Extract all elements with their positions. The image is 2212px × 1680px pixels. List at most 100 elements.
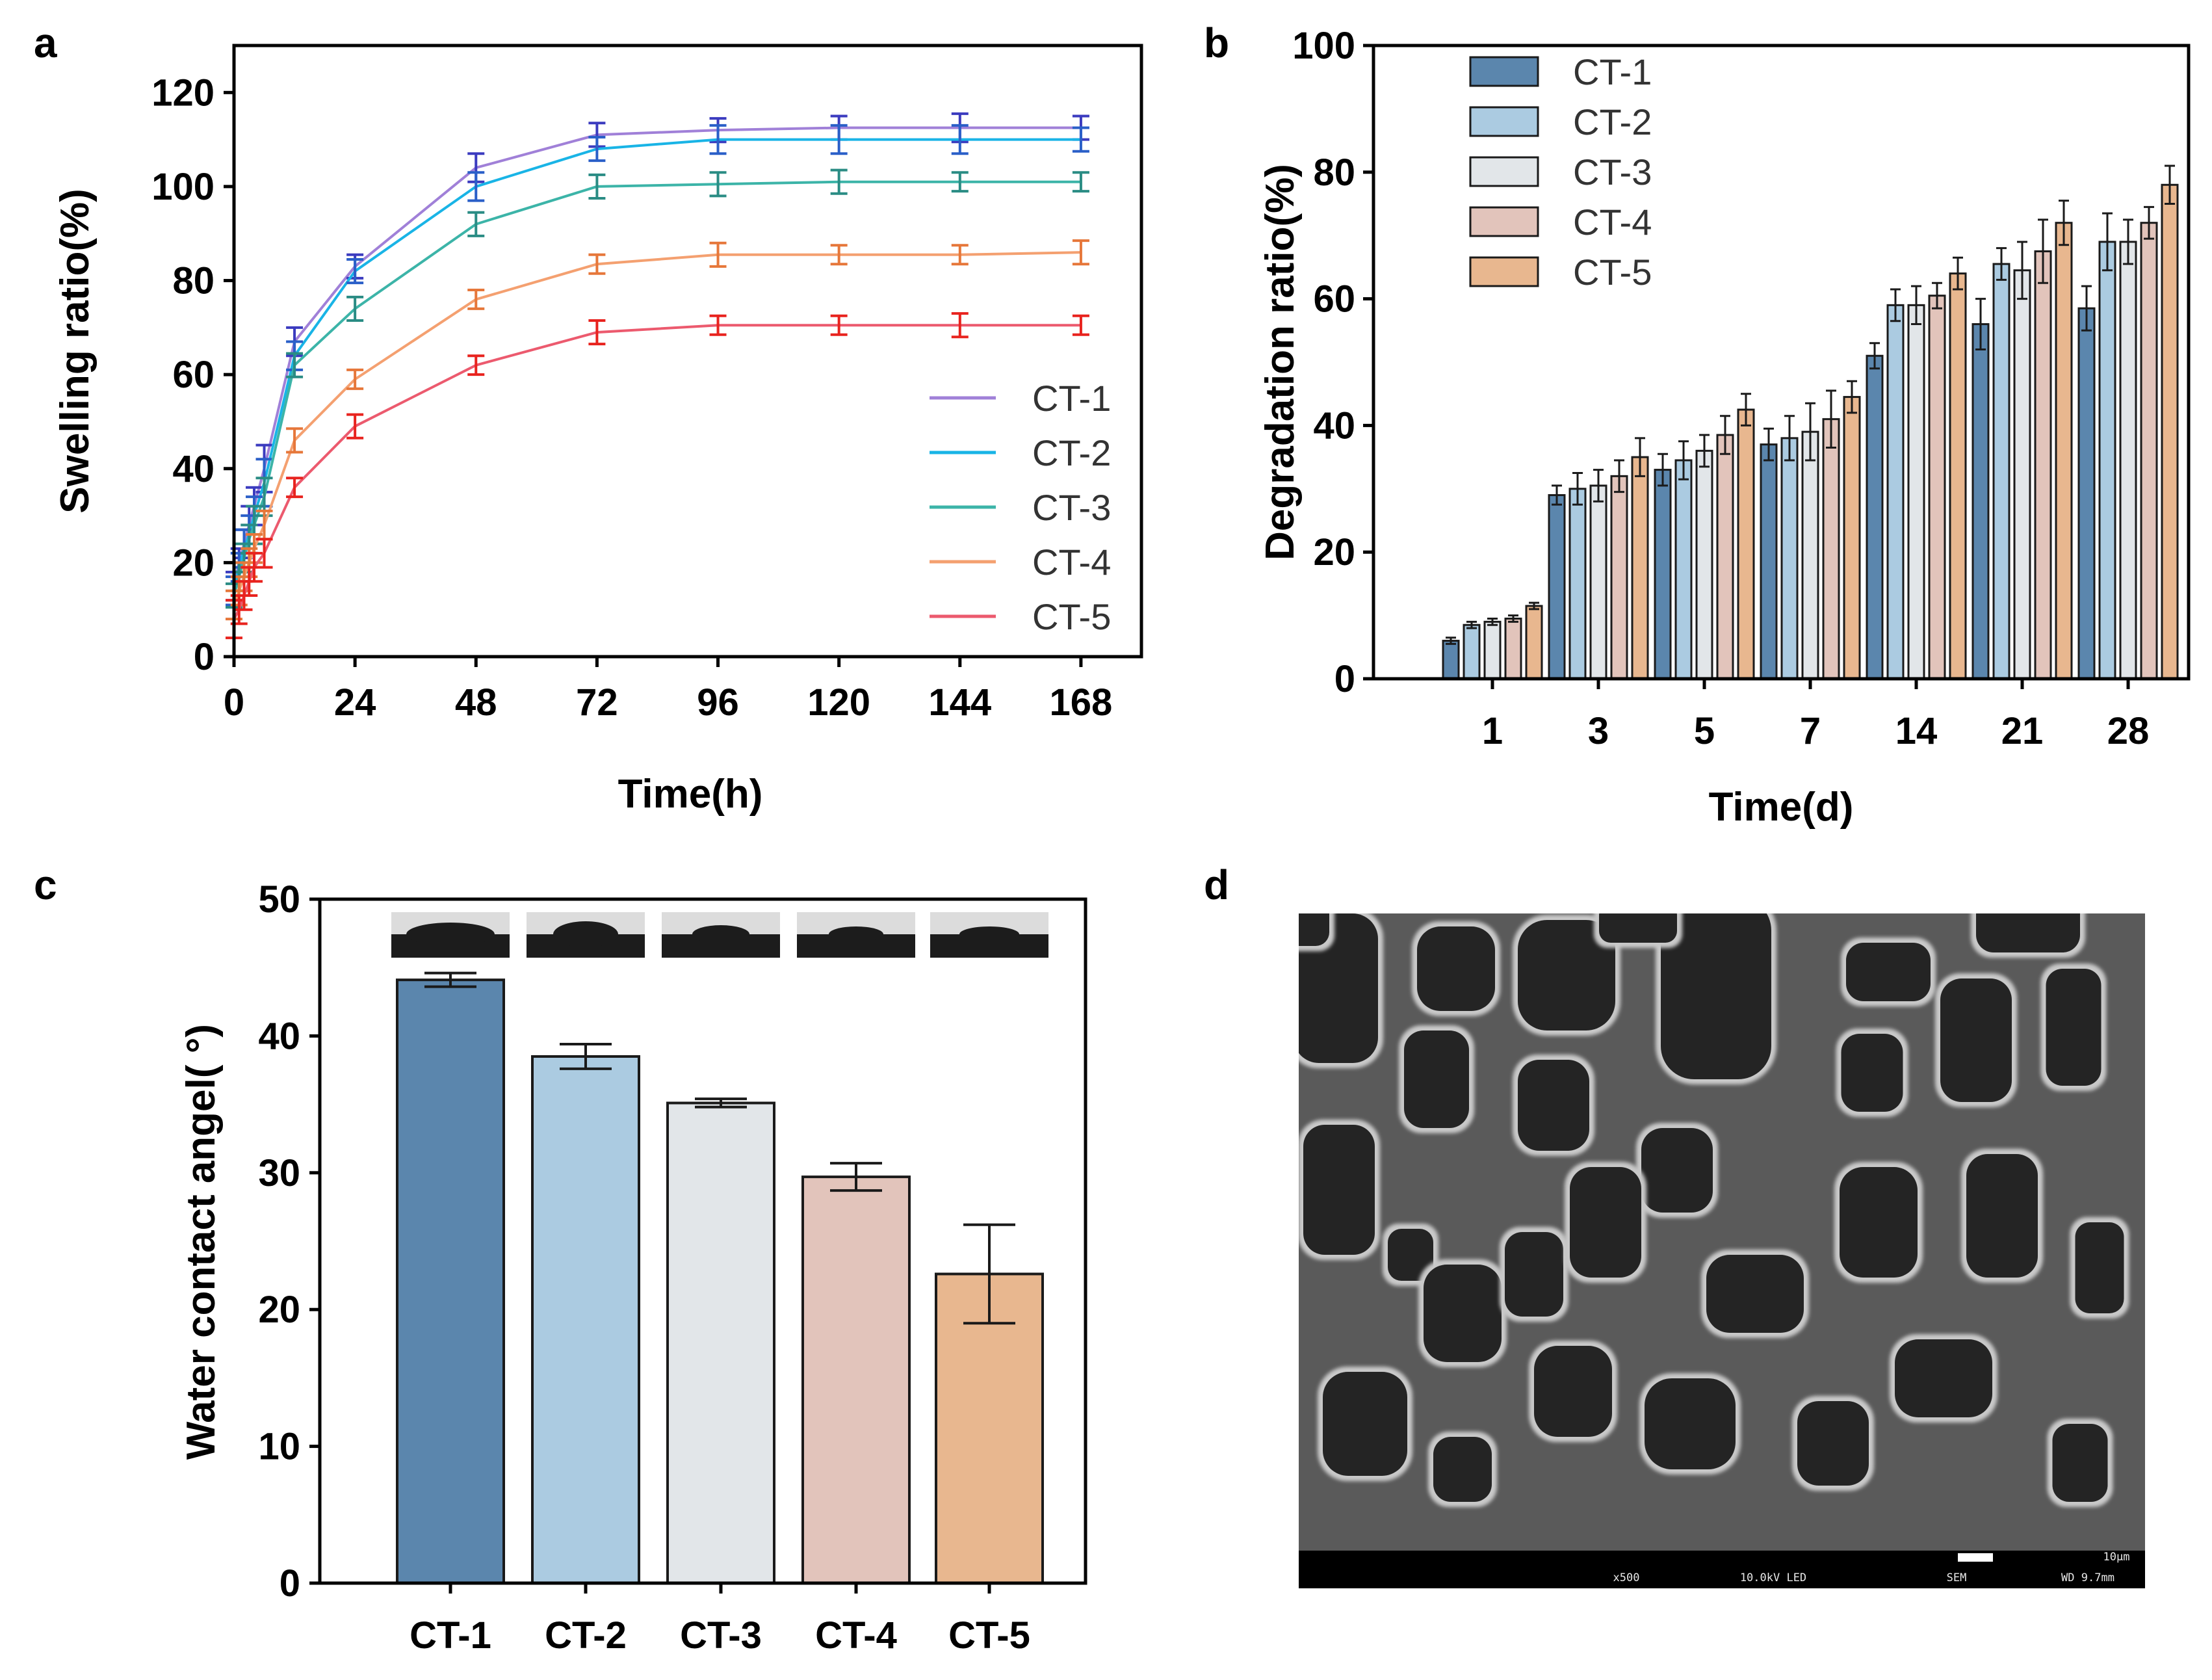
bar-ct-1 — [1654, 469, 1672, 680]
error-bar — [1508, 614, 1518, 623]
bar-ct-2 — [1463, 623, 1481, 680]
legend-swatch-ct-4 — [1469, 206, 1539, 237]
pore — [1966, 1154, 2038, 1278]
pore — [1940, 978, 2012, 1102]
error-bar — [2102, 212, 2113, 272]
error-bar — [1932, 282, 1942, 309]
degradation-x-title: Time(d) — [1709, 785, 1854, 830]
pore — [1661, 913, 1771, 1079]
pore — [1388, 1229, 1433, 1281]
bar-ct-2 — [1674, 459, 1693, 680]
contact-angle-chart: 0 10 20 30 40 50 CT-1 CT-2 CT-3 CT-4 CT-5 Water co… — [179, 878, 1087, 1657]
x-tick-label: 96 — [697, 681, 739, 724]
panel-label-b: b — [1204, 20, 1229, 66]
error-bar — [286, 352, 304, 378]
x-tick-label: 1 — [1482, 710, 1503, 752]
swelling-x-title: Time(h) — [618, 772, 763, 817]
error-bar — [1826, 389, 1836, 449]
bar-ct-1 — [1442, 640, 1460, 680]
error-bar — [1741, 393, 1751, 427]
x-tick-label: 48 — [455, 681, 497, 724]
error-bar — [1072, 239, 1089, 266]
pore — [1846, 943, 1931, 1001]
error-bar — [1678, 440, 1689, 480]
error-bar — [1529, 601, 1539, 610]
contact-angle-axes-frame — [318, 897, 1087, 1585]
y-tick-label: 10 — [258, 1426, 300, 1468]
bar-ct-5 — [1843, 396, 1861, 680]
legend-label: CT-3 — [1032, 487, 1111, 528]
error-bar — [467, 354, 485, 376]
error-bar — [1890, 288, 1901, 322]
error-bar — [346, 258, 364, 285]
bar-ct-2 — [1780, 437, 1799, 680]
bar-ct-1 — [2077, 307, 2096, 680]
panel-label-c: c — [34, 861, 57, 908]
bar-ct-3 — [1483, 620, 1502, 680]
degradation-y-title: Degradation ratio(%) — [1258, 164, 1303, 560]
error-bar — [2081, 285, 2092, 332]
bar-ct-4 — [1928, 295, 1946, 680]
error-bar — [2059, 200, 2069, 246]
pore — [1518, 920, 1615, 1030]
swelling-y-title: Swelling ratio(%) — [53, 189, 98, 513]
panel-label-a: a — [34, 20, 57, 66]
bar-ct-4 — [1610, 475, 1628, 680]
bar-ct-2 — [1886, 304, 1905, 680]
bar-ct-4 — [2034, 250, 2052, 680]
x-tick-label: CT-1 — [410, 1614, 491, 1657]
error-bar — [695, 1097, 747, 1109]
pore — [1840, 1167, 1918, 1278]
contact-angle-y-title: Water contact angel( °) — [179, 1024, 224, 1460]
bar-ct-3 — [1907, 304, 1925, 680]
error-bar — [286, 427, 304, 454]
error-bar — [2017, 241, 2027, 300]
error-bar — [286, 477, 304, 499]
error-bar — [1996, 247, 2007, 281]
error-bar — [1869, 342, 1880, 370]
error-bar — [1720, 415, 1730, 455]
y-tick-label: 50 — [258, 878, 300, 921]
error-bar — [246, 551, 263, 583]
pore — [1841, 1034, 1903, 1112]
sem-wd: WD 9.7mm — [2061, 1571, 2114, 1584]
degradation-axes-frame — [1372, 44, 2191, 681]
error-bar — [709, 124, 727, 155]
x-tick-label: CT-3 — [680, 1614, 762, 1657]
error-bar — [1699, 434, 1710, 468]
error-bar — [951, 171, 969, 193]
x-tick-label: 5 — [1694, 710, 1715, 752]
pore — [2052, 1424, 2108, 1502]
pore — [1645, 1378, 1736, 1469]
error-bar — [588, 319, 606, 346]
pore — [1417, 926, 1495, 1011]
x-tick-label: 21 — [2001, 710, 2044, 752]
pore — [1424, 1265, 1502, 1362]
error-bar — [588, 173, 606, 200]
bar-ct-3 — [1801, 430, 1819, 680]
error-bar — [1072, 126, 1089, 153]
series-line-ct-1 — [233, 126, 1081, 586]
bar-ct-1 — [1760, 443, 1778, 680]
error-bar — [2123, 218, 2133, 265]
pore — [1299, 913, 1329, 946]
pore — [1599, 913, 1677, 943]
error-bar — [588, 136, 606, 163]
y-tick-label: 20 — [172, 542, 215, 584]
pore — [1641, 1128, 1713, 1213]
error-bar — [467, 211, 485, 237]
bar-ct-5 — [1525, 605, 1543, 680]
error-bar — [346, 368, 364, 390]
error-bar — [1805, 402, 1815, 462]
error-bar — [951, 312, 969, 339]
legend-swatch-ct-5 — [1469, 256, 1539, 287]
sem-image: 10µm x500 10.0kV LED SEM WD 9.7mm — [1299, 913, 2145, 1588]
panel-label-d: d — [1204, 861, 1229, 908]
error-bar — [1911, 285, 1921, 326]
error-bar — [1446, 637, 1456, 645]
legend-swatch-ct-1 — [1469, 56, 1539, 87]
bar-ct-3 — [2013, 269, 2031, 680]
droplet — [959, 926, 1019, 942]
error-bar — [2038, 218, 2048, 284]
degradation-legend: CT-1 CT-2 CT-3 CT-4 CT-5 — [1469, 51, 1652, 293]
